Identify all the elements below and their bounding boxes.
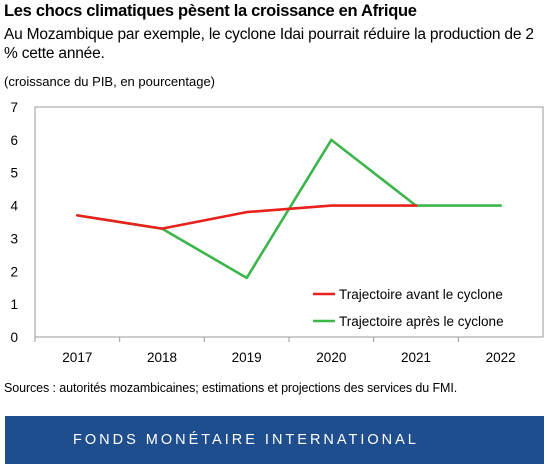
- y-tick-label: 1: [10, 297, 18, 312]
- y-tick-label: 2: [10, 264, 18, 279]
- y-axis-ticks: 0 1 2 3 4 5 6 7: [10, 100, 18, 345]
- x-tick-label: 2022: [486, 350, 516, 365]
- y-tick-label: 0: [10, 330, 18, 345]
- footer-label: FONDS MONÉTAIRE INTERNATIONAL: [73, 432, 419, 448]
- x-tick-label: 2019: [232, 350, 262, 365]
- plot-frame: [34, 106, 544, 338]
- x-tick-label: 2018: [147, 350, 177, 365]
- unit-note: (croissance du PIB, en pourcentage): [4, 74, 216, 89]
- legend-label: Trajectoire avant le cyclone: [339, 287, 503, 302]
- x-tick-label: 2020: [316, 350, 346, 365]
- chart-axes: [34, 106, 544, 338]
- y-tick-label: 6: [10, 133, 18, 148]
- source-note: Sources : autorités mozambicaines; estim…: [4, 381, 458, 395]
- chart-series: [76, 138, 503, 280]
- line-chart: 0 1 2 3 4 5 6 7 2017 2018 2019 2020 2021 2022 Trajec…: [10, 100, 544, 365]
- y-tick-label: 7: [10, 100, 18, 115]
- x-axis-ticks: 2017 2018 2019 2020 2021 2022: [34, 337, 516, 365]
- x-tick-label: 2017: [62, 350, 92, 365]
- chart-subtitle: Au Mozambique par exemple, le cyclone Id…: [4, 26, 534, 62]
- series-line-before-cyclone: [76, 204, 418, 230]
- x-tick-label: 2021: [401, 350, 431, 365]
- y-tick-label: 5: [10, 166, 18, 181]
- y-tick-label: 3: [10, 231, 18, 246]
- legend-label: Trajectoire après le cyclone: [339, 314, 504, 329]
- chart-legend: Trajectoire avant le cyclone Trajectoire …: [313, 287, 504, 329]
- chart-title: Les chocs climatiques pèsent la croissan…: [4, 2, 417, 20]
- footer-banner: FONDS MONÉTAIRE INTERNATIONAL: [5, 416, 544, 464]
- y-tick-label: 4: [10, 199, 18, 214]
